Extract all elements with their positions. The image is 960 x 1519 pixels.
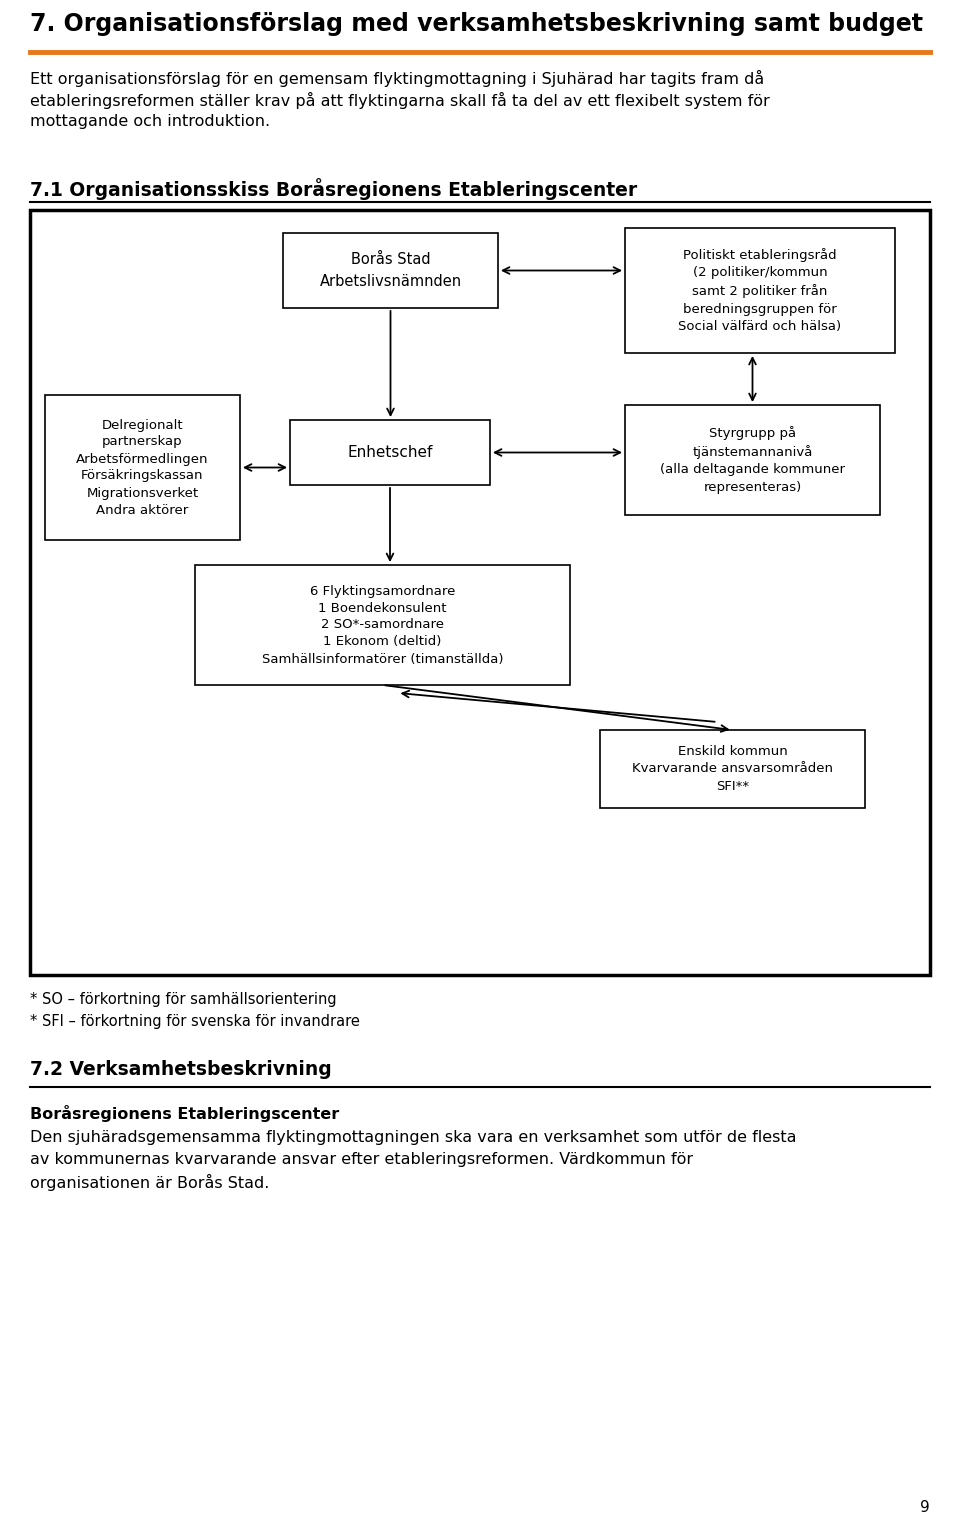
Text: Enhetschef: Enhetschef (348, 445, 433, 460)
Text: Ett organisationsförslag för en gemensam flyktingmottagning i Sjuhärad har tagit: Ett organisationsförslag för en gemensam… (30, 70, 764, 87)
Bar (290, 419, 490, 485)
Bar (625, 406, 880, 515)
Text: Den sjuhäradsgemensamma flyktingmottagningen ska vara en verksamhet som utför de: Den sjuhäradsgemensamma flyktingmottagni… (30, 1130, 797, 1145)
Text: * SFI – förkortning för svenska för invandrare: * SFI – förkortning för svenska för inva… (30, 1015, 360, 1028)
Text: Politiskt etableringsråd
(2 politiker/kommun
samt 2 politiker från
beredningsgru: Politiskt etableringsråd (2 politiker/ko… (679, 248, 842, 333)
Text: * SO – förkortning för samhällsorientering: * SO – förkortning för samhällsorienteri… (30, 992, 337, 1007)
Text: 9: 9 (921, 1499, 930, 1514)
Text: 7.2 Verksamhetsbeskrivning: 7.2 Verksamhetsbeskrivning (30, 1060, 332, 1078)
Text: mottagande och introduktion.: mottagande och introduktion. (30, 114, 270, 129)
Text: Boråsregionens Etableringscenter: Boråsregionens Etableringscenter (30, 1104, 339, 1123)
Text: Enskild kommun
Kvarvarande ansvarsområden
SFI**: Enskild kommun Kvarvarande ansvarsområde… (632, 744, 833, 793)
Bar (600, 731, 865, 808)
Text: Borås Stad
Arbetslivsnämnden: Borås Stad Arbetslivsnämnden (320, 252, 462, 289)
Bar (283, 232, 498, 308)
Bar (195, 565, 570, 685)
Text: etableringsreformen ställer krav på att flyktingarna skall få ta del av ett flex: etableringsreformen ställer krav på att … (30, 93, 770, 109)
Bar (45, 395, 240, 539)
Text: 7.1 Organisationsskiss Boråsregionens Etableringscenter: 7.1 Organisationsskiss Boråsregionens Et… (30, 178, 637, 201)
Text: 6 Flyktingsamordnare
1 Boendekonsulent
2 SO*-samordnare
1 Ekonom (deltid)
Samhäl: 6 Flyktingsamordnare 1 Boendekonsulent 2… (262, 585, 503, 665)
Text: 7. Organisationsförslag med verksamhetsbeskrivning samt budget: 7. Organisationsförslag med verksamhetsb… (30, 12, 923, 36)
Text: organisationen är Borås Stad.: organisationen är Borås Stad. (30, 1174, 270, 1191)
Bar (625, 228, 895, 352)
Bar (30, 210, 930, 975)
Text: Delregionalt
partnerskap
Arbetsförmedlingen
Försäkringskassan
Migrationsverket
A: Delregionalt partnerskap Arbetsförmedlin… (76, 419, 208, 516)
Text: Styrgrupp på
tjänstemannanivå
(alla deltagande kommuner
representeras): Styrgrupp på tjänstemannanivå (alla delt… (660, 425, 845, 494)
Text: av kommunernas kvarvarande ansvar efter etableringsreformen. Värdkommun för: av kommunernas kvarvarande ansvar efter … (30, 1151, 693, 1167)
